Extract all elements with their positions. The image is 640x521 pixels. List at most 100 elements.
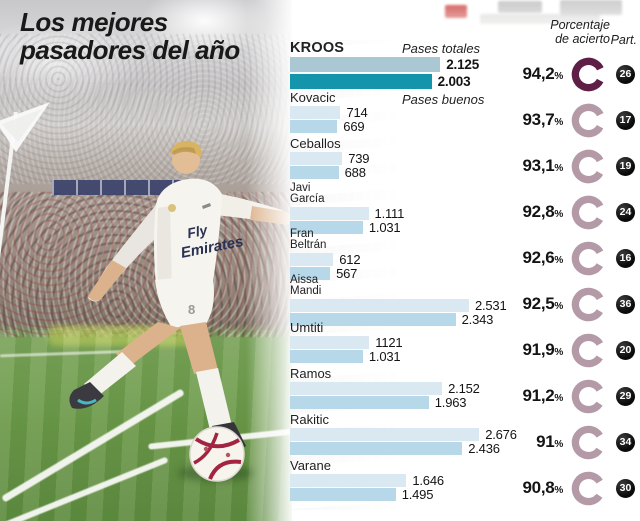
pases-totales-barline: 739	[290, 151, 534, 166]
percent-sign: %	[554, 71, 563, 82]
title-line2: pasadores del año	[20, 35, 240, 65]
accuracy-percentage: 91,9%	[438, 340, 564, 360]
accuracy-number: 94,2	[522, 64, 555, 83]
accuracy-percentage: 92,5%	[438, 294, 564, 314]
pases-totales-barline: 1.111	[290, 206, 534, 221]
player-row: KROOS 2.125 2.003 94,2% 26	[288, 40, 640, 102]
matches-badge: 17	[616, 111, 635, 130]
pases-buenos-bar	[290, 120, 338, 133]
percent-sign: %	[554, 117, 563, 128]
pases-totales-bar	[290, 106, 341, 119]
player-bars: Fran Beltrán 612 567	[290, 228, 534, 281]
pases-totales-bar	[290, 336, 370, 349]
accuracy-column-header: Porcentaje de acierto	[550, 18, 610, 46]
percent-sign: %	[554, 439, 563, 450]
accuracy-percentage: 92,6%	[438, 248, 564, 268]
photo-fade	[246, 0, 292, 521]
accuracy-number: 92,8	[522, 202, 555, 221]
pases-totales-value: 739	[348, 151, 370, 166]
pases-buenos-bar	[290, 166, 339, 179]
player-bars: Aissa Mandi 2.531 2.343	[290, 274, 534, 327]
pases-totales-value: 2.676	[485, 427, 517, 442]
pases-totales-bar	[290, 253, 334, 266]
player-row: Ceballos 739 688 93,1% 19	[288, 137, 640, 197]
player-bars: Ramos 2.152 1.963	[290, 366, 534, 410]
pases-buenos-bar	[290, 221, 363, 234]
scoreboard-red-blob	[445, 5, 467, 18]
player-row: Umtiti 1121 1.031 91,9% 20	[288, 321, 640, 381]
pases-buenos-value: 2.343	[461, 312, 494, 327]
player-bars: Varane 1.646 1.495	[290, 458, 534, 502]
matches-badge: 19	[616, 157, 635, 176]
accuracy-ring-icon	[571, 149, 606, 184]
pases-buenos-value: 1.031	[368, 220, 401, 235]
accuracy-number: 91	[536, 432, 555, 451]
matches-column-header: Part.	[610, 33, 637, 47]
percent-sign: %	[554, 255, 563, 266]
pases-totales-value: 612	[339, 252, 361, 267]
player-name: Varane	[290, 458, 331, 473]
player-row: Rakitic 2.676 2.436 91% 34	[288, 413, 640, 473]
player-name: Rakitic	[290, 412, 330, 427]
accuracy-ring-icon	[571, 287, 606, 322]
pases-buenos-value: 2.003	[437, 74, 471, 89]
pases-totales-barline: 612	[290, 252, 534, 267]
pases-buenos-barline: 1.031	[290, 220, 534, 235]
accuracy-ring-icon	[571, 241, 606, 276]
player-name: KROOS	[290, 40, 345, 56]
accuracy-header-line1: Porcentaje	[550, 18, 610, 32]
percent-sign: %	[554, 163, 563, 174]
pases-buenos-barline: 688	[290, 165, 534, 180]
pases-totales-barline: 1.646	[290, 473, 534, 488]
pases-buenos-bar	[290, 74, 432, 89]
accuracy-number: 91,2	[522, 386, 555, 405]
pases-totales-barline: 1121	[290, 335, 534, 350]
percent-sign: %	[554, 301, 563, 312]
percent-sign: %	[554, 393, 563, 404]
player-bars: Ceballos 739 688	[290, 137, 534, 180]
shirt-number: 8	[188, 302, 195, 317]
pases-buenos-value: 688	[344, 165, 366, 180]
accuracy-number: 91,9	[522, 340, 555, 359]
accuracy-header-line2: de acierto	[555, 31, 610, 46]
pases-buenos-value: 567	[336, 266, 358, 281]
stand-blob	[498, 1, 542, 13]
football-icon	[189, 426, 245, 482]
accuracy-ring-icon	[571, 195, 606, 230]
pases-buenos-bar	[290, 313, 456, 326]
player-figure: Fly Emirates 8	[69, 140, 291, 453]
pases-totales-value: 1.111	[374, 206, 405, 221]
pases-buenos-barline: 2.343	[290, 312, 534, 327]
pases-totales-value: 1.646	[412, 473, 444, 488]
pases-totales-barline: 2.531	[290, 298, 534, 313]
player-name: Umtiti	[290, 320, 324, 335]
pases-totales-value: 714	[346, 105, 368, 120]
pases-totales-bar	[290, 299, 469, 312]
accuracy-percentage: 93,7%	[438, 110, 564, 130]
pases-buenos-barline: 1.031	[290, 349, 534, 364]
player-name: Kovacic	[290, 90, 336, 105]
pases-totales-value: 2.531	[474, 298, 507, 313]
pases-buenos-barline: 2.436	[290, 441, 534, 456]
accuracy-ring-icon	[571, 471, 606, 506]
player-row: Aissa Mandi 2.531 2.343 92,5% 36	[288, 274, 640, 335]
matches-badge: 24	[616, 203, 635, 222]
matches-badge: 36	[616, 295, 635, 314]
stand-blob	[480, 14, 600, 24]
pases-totales-value: 2.152	[448, 381, 480, 396]
player-row: Ramos 2.152 1.963 91,2% 29	[288, 367, 640, 427]
matches-badge: 16	[616, 249, 635, 268]
photo-top-strip	[292, 0, 640, 40]
stadium-upper-tier	[0, 34, 292, 184]
accuracy-percentage: 91,2%	[438, 386, 564, 406]
accuracy-number: 93,7	[522, 110, 555, 129]
player-name: Ramos	[290, 366, 332, 381]
pases-totales-bar	[290, 57, 441, 72]
pases-totales-bar	[290, 382, 443, 395]
pitch-grass	[0, 330, 292, 521]
accuracy-number: 92,6	[522, 248, 555, 267]
accuracy-ring-icon	[571, 379, 606, 414]
pases-totales-barline: 2.125	[290, 57, 534, 72]
matches-badge: 29	[616, 387, 635, 406]
matches-badge: 20	[616, 341, 635, 360]
